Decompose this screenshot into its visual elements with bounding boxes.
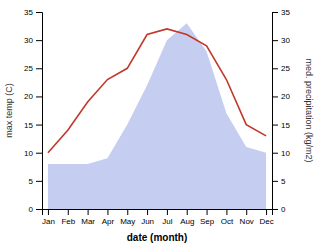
tick: 35 [272,8,290,17]
tick-label: Jul [162,217,172,226]
tick: Sep [200,209,215,226]
tick: Feb [61,209,75,226]
axis-line [43,210,273,216]
tick-label: 10 [281,149,290,158]
tick: 0 [272,205,286,214]
tick-mark [36,12,42,13]
tick-label: 15 [281,121,290,130]
x-axis: Jan Feb Mar Apr May Jun Jul Aug Sep Oct Nov Dec [42,209,274,226]
tick-label: Jan [42,217,55,226]
marks [48,23,266,209]
tick-label: 15 [24,121,33,130]
tick: 10 [24,149,42,158]
y-axis: 0 5 10 15 20 25 30 35 [24,8,42,214]
tick: 35 [24,8,42,17]
tick: May [120,209,135,226]
tick: Jan [42,209,55,226]
tick-label: 5 [281,177,286,186]
y2-axis: 0 5 10 15 20 25 30 35 [272,8,290,214]
chart: Jan Feb Mar Apr May Jun Jul Aug Sep Oct Nov Dec 0 5 10… [0,0,318,247]
tick-mark [36,125,42,126]
tick: 20 [24,92,42,101]
tick: 25 [272,64,290,73]
tick: 15 [24,121,42,130]
tick: 30 [24,36,42,45]
axis-line [36,13,43,210]
tick: Nov [240,209,254,226]
tick: Apr [102,209,115,226]
tick-mark [36,209,42,210]
axis-line [273,13,279,210]
plot-area: Jan Feb Mar Apr May Jun Jul Aug Sep Oct Nov Dec 0 5 10… [24,8,290,226]
tick-mark [246,209,247,215]
tick-label: Oct [221,217,234,226]
tick-mark [147,209,148,215]
tick: Jul [162,209,172,226]
tick: 15 [272,121,290,130]
tick-mark [36,181,42,182]
tick-mark [48,209,49,215]
tick-label: 30 [281,36,290,45]
tick-mark [272,68,278,69]
tick-label: 20 [281,92,290,101]
tick-label: 30 [24,36,33,45]
tick-mark [36,68,42,69]
line [48,29,266,153]
tick-label: Aug [180,217,194,226]
tick: 5 [29,177,42,186]
tick-mark [107,209,108,215]
y2-axis-title: med. precipitation (kg/m2) [304,58,314,162]
tick-mark [272,12,278,13]
tick: Dec [259,209,273,226]
tick: 5 [272,177,286,186]
tick-mark [187,209,188,215]
tick: 30 [272,36,290,45]
tick-label: 25 [281,64,290,73]
tick-mark [226,209,227,215]
tick-label: Nov [240,217,254,226]
tick: 10 [272,149,290,158]
tick-mark [266,209,267,215]
tick: Mar [81,209,95,226]
tick: Oct [221,209,234,226]
tick-mark [36,40,42,41]
tick-label: May [120,217,135,226]
tick-label: Dec [259,217,273,226]
tick-label: Feb [61,217,75,226]
tick-mark [207,209,208,215]
area [48,23,266,209]
tick: 20 [272,92,290,101]
tick: Aug [180,209,194,226]
tick-mark [272,40,278,41]
tick-mark [68,209,69,215]
tick-label: 25 [24,64,33,73]
tick-mark [167,209,168,215]
tick-label: 0 [281,205,286,214]
tick-label: 10 [24,149,33,158]
tick-label: 35 [281,8,290,17]
tick-mark [272,96,278,97]
tick-label: 20 [24,92,33,101]
tick: 25 [24,64,42,73]
tick-label: 0 [29,205,34,214]
tick-label: 5 [29,177,34,186]
tick: 0 [29,205,42,214]
tick-mark [36,153,42,154]
tick-mark [88,209,89,215]
y-axis-title: max temp (C) [4,83,14,138]
x-axis-title: date (month) [127,232,188,243]
tick-label: Jun [141,217,154,226]
tick-mark [272,181,278,182]
tick-label: Mar [81,217,95,226]
tick-mark [36,96,42,97]
tick: Jun [141,209,154,226]
tick-label: Apr [102,217,115,226]
tick-mark [272,209,278,210]
tick-mark [127,209,128,215]
tick-mark [272,125,278,126]
tick-label: Sep [200,217,215,226]
tick-mark [272,153,278,154]
tick-label: 35 [24,8,33,17]
